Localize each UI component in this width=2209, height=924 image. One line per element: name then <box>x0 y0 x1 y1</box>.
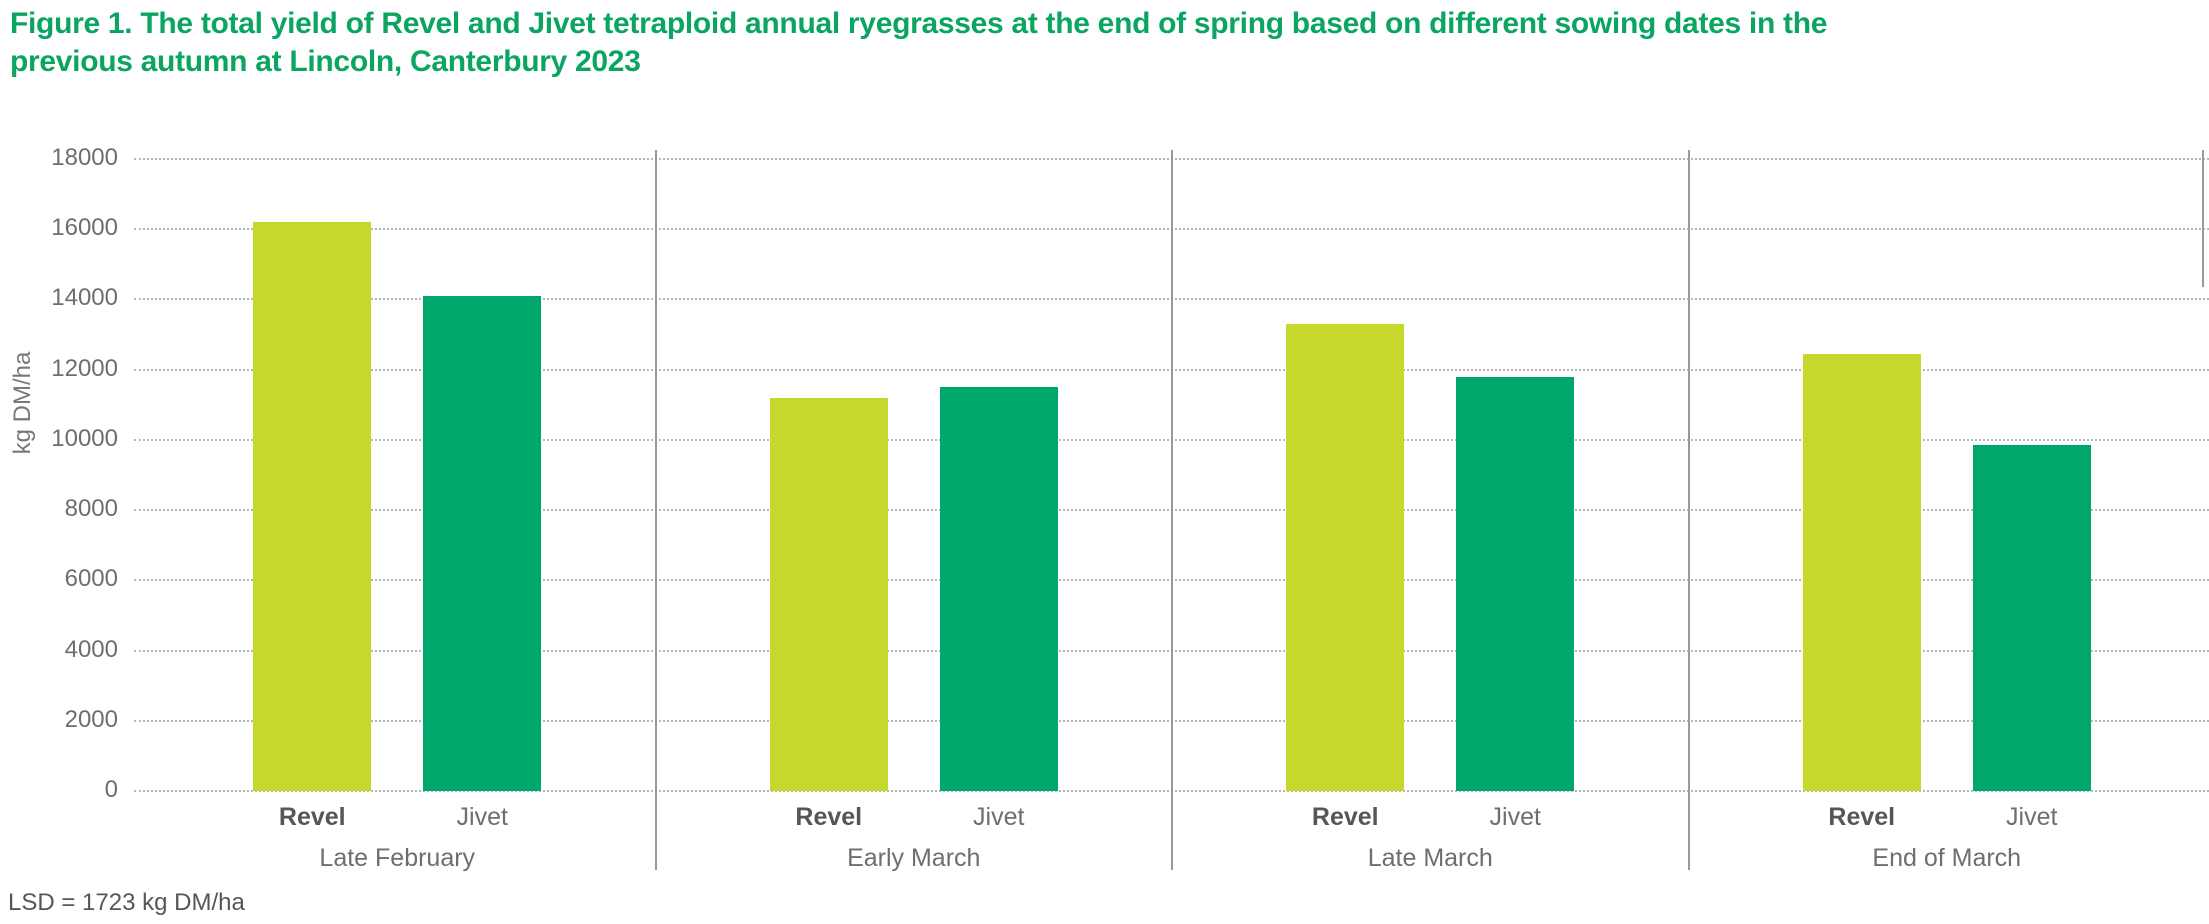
bar-jivet-late-february <box>423 295 542 791</box>
group-label-late-march: Late March <box>1367 844 1493 872</box>
bar-revel-early-march <box>769 397 888 791</box>
bar-label-revel-end-of-march: Revel <box>1828 803 1896 831</box>
group-separator-3 <box>1687 150 1690 870</box>
group-separator-1 <box>654 150 657 870</box>
bar-label-revel-late-march: Revel <box>1311 803 1379 831</box>
bar-label-jivet-end-of-march: Jivet <box>2006 803 2058 831</box>
group-label-end-of-march: End of March <box>1872 844 2022 872</box>
bar-revel-late-march <box>1286 324 1405 791</box>
bar-jivet-late-march <box>1456 376 1575 791</box>
y-tick-label-8000: 8000 <box>64 495 118 523</box>
y-tick-label-18000: 18000 <box>51 144 118 171</box>
bar-label-jivet-late-march: Jivet <box>1489 803 1541 831</box>
bar-label-jivet-early-march: Jivet <box>973 803 1025 831</box>
figure-title: Figure 1. The total yield of Revel and J… <box>10 7 1828 78</box>
bar-jivet-end-of-march <box>1972 445 2091 791</box>
right-edge-line <box>2202 150 2204 287</box>
bar-label-jivet-late-february: Jivet <box>456 803 508 831</box>
group-label-early-march: Early March <box>847 844 981 872</box>
bar-revel-end-of-march <box>1802 353 1921 791</box>
y-tick-label-4000: 4000 <box>64 635 118 663</box>
group-label-late-february: Late February <box>319 844 476 872</box>
y-tick-label-6000: 6000 <box>64 565 118 593</box>
bar-jivet-early-march <box>939 387 1058 791</box>
bar-revel-late-february <box>253 222 372 791</box>
y-tick-label-14000: 14000 <box>51 284 118 312</box>
y-tick-label-12000: 12000 <box>51 354 118 382</box>
y-tick-label-10000: 10000 <box>51 424 118 452</box>
y-tick-label-16000: 16000 <box>51 214 118 242</box>
y-tick-label-2000: 2000 <box>64 705 118 733</box>
lsd-footnote: LSD = 1723 kg DM/ha <box>8 889 245 916</box>
y-tick-label-0: 0 <box>104 776 118 803</box>
bar-label-revel-late-february: Revel <box>278 803 346 831</box>
bar-label-revel-early-march: Revel <box>795 803 863 831</box>
group-separator-2 <box>1171 150 1173 870</box>
